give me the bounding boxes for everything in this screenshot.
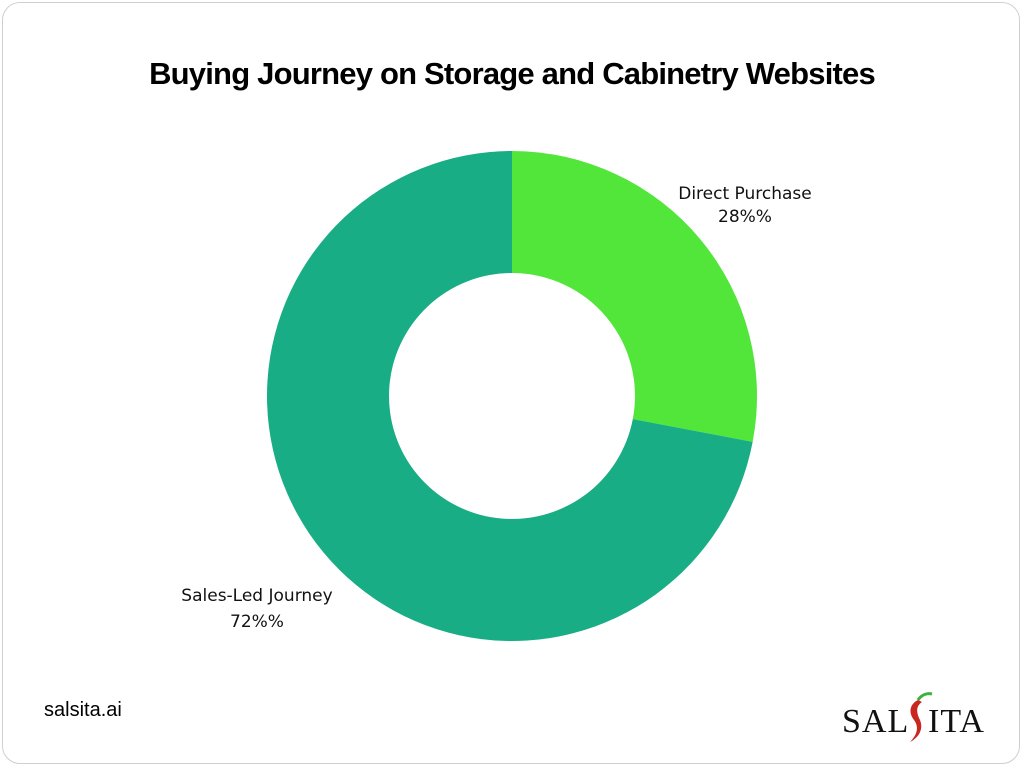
slice-value-sales-led: 72%% xyxy=(230,612,284,632)
slice-label-sales-led: Sales-Led Journey xyxy=(181,586,332,606)
slice-label-direct-purchase: Direct Purchase xyxy=(678,184,812,204)
chili-pepper-icon: SAL ITA xyxy=(842,692,985,742)
salsita-logo: SAL ITA xyxy=(838,688,998,748)
slice-value-direct-purchase: 28%% xyxy=(718,207,772,227)
chart-title: Buying Journey on Storage and Cabinetry … xyxy=(149,56,876,91)
slice-direct-purchase xyxy=(512,151,758,442)
svg-text:SAL: SAL xyxy=(842,703,909,740)
footer-site: salsita.ai xyxy=(44,699,122,721)
slice-sales-led-journey xyxy=(267,151,753,641)
svg-text:ITA: ITA xyxy=(928,703,985,740)
